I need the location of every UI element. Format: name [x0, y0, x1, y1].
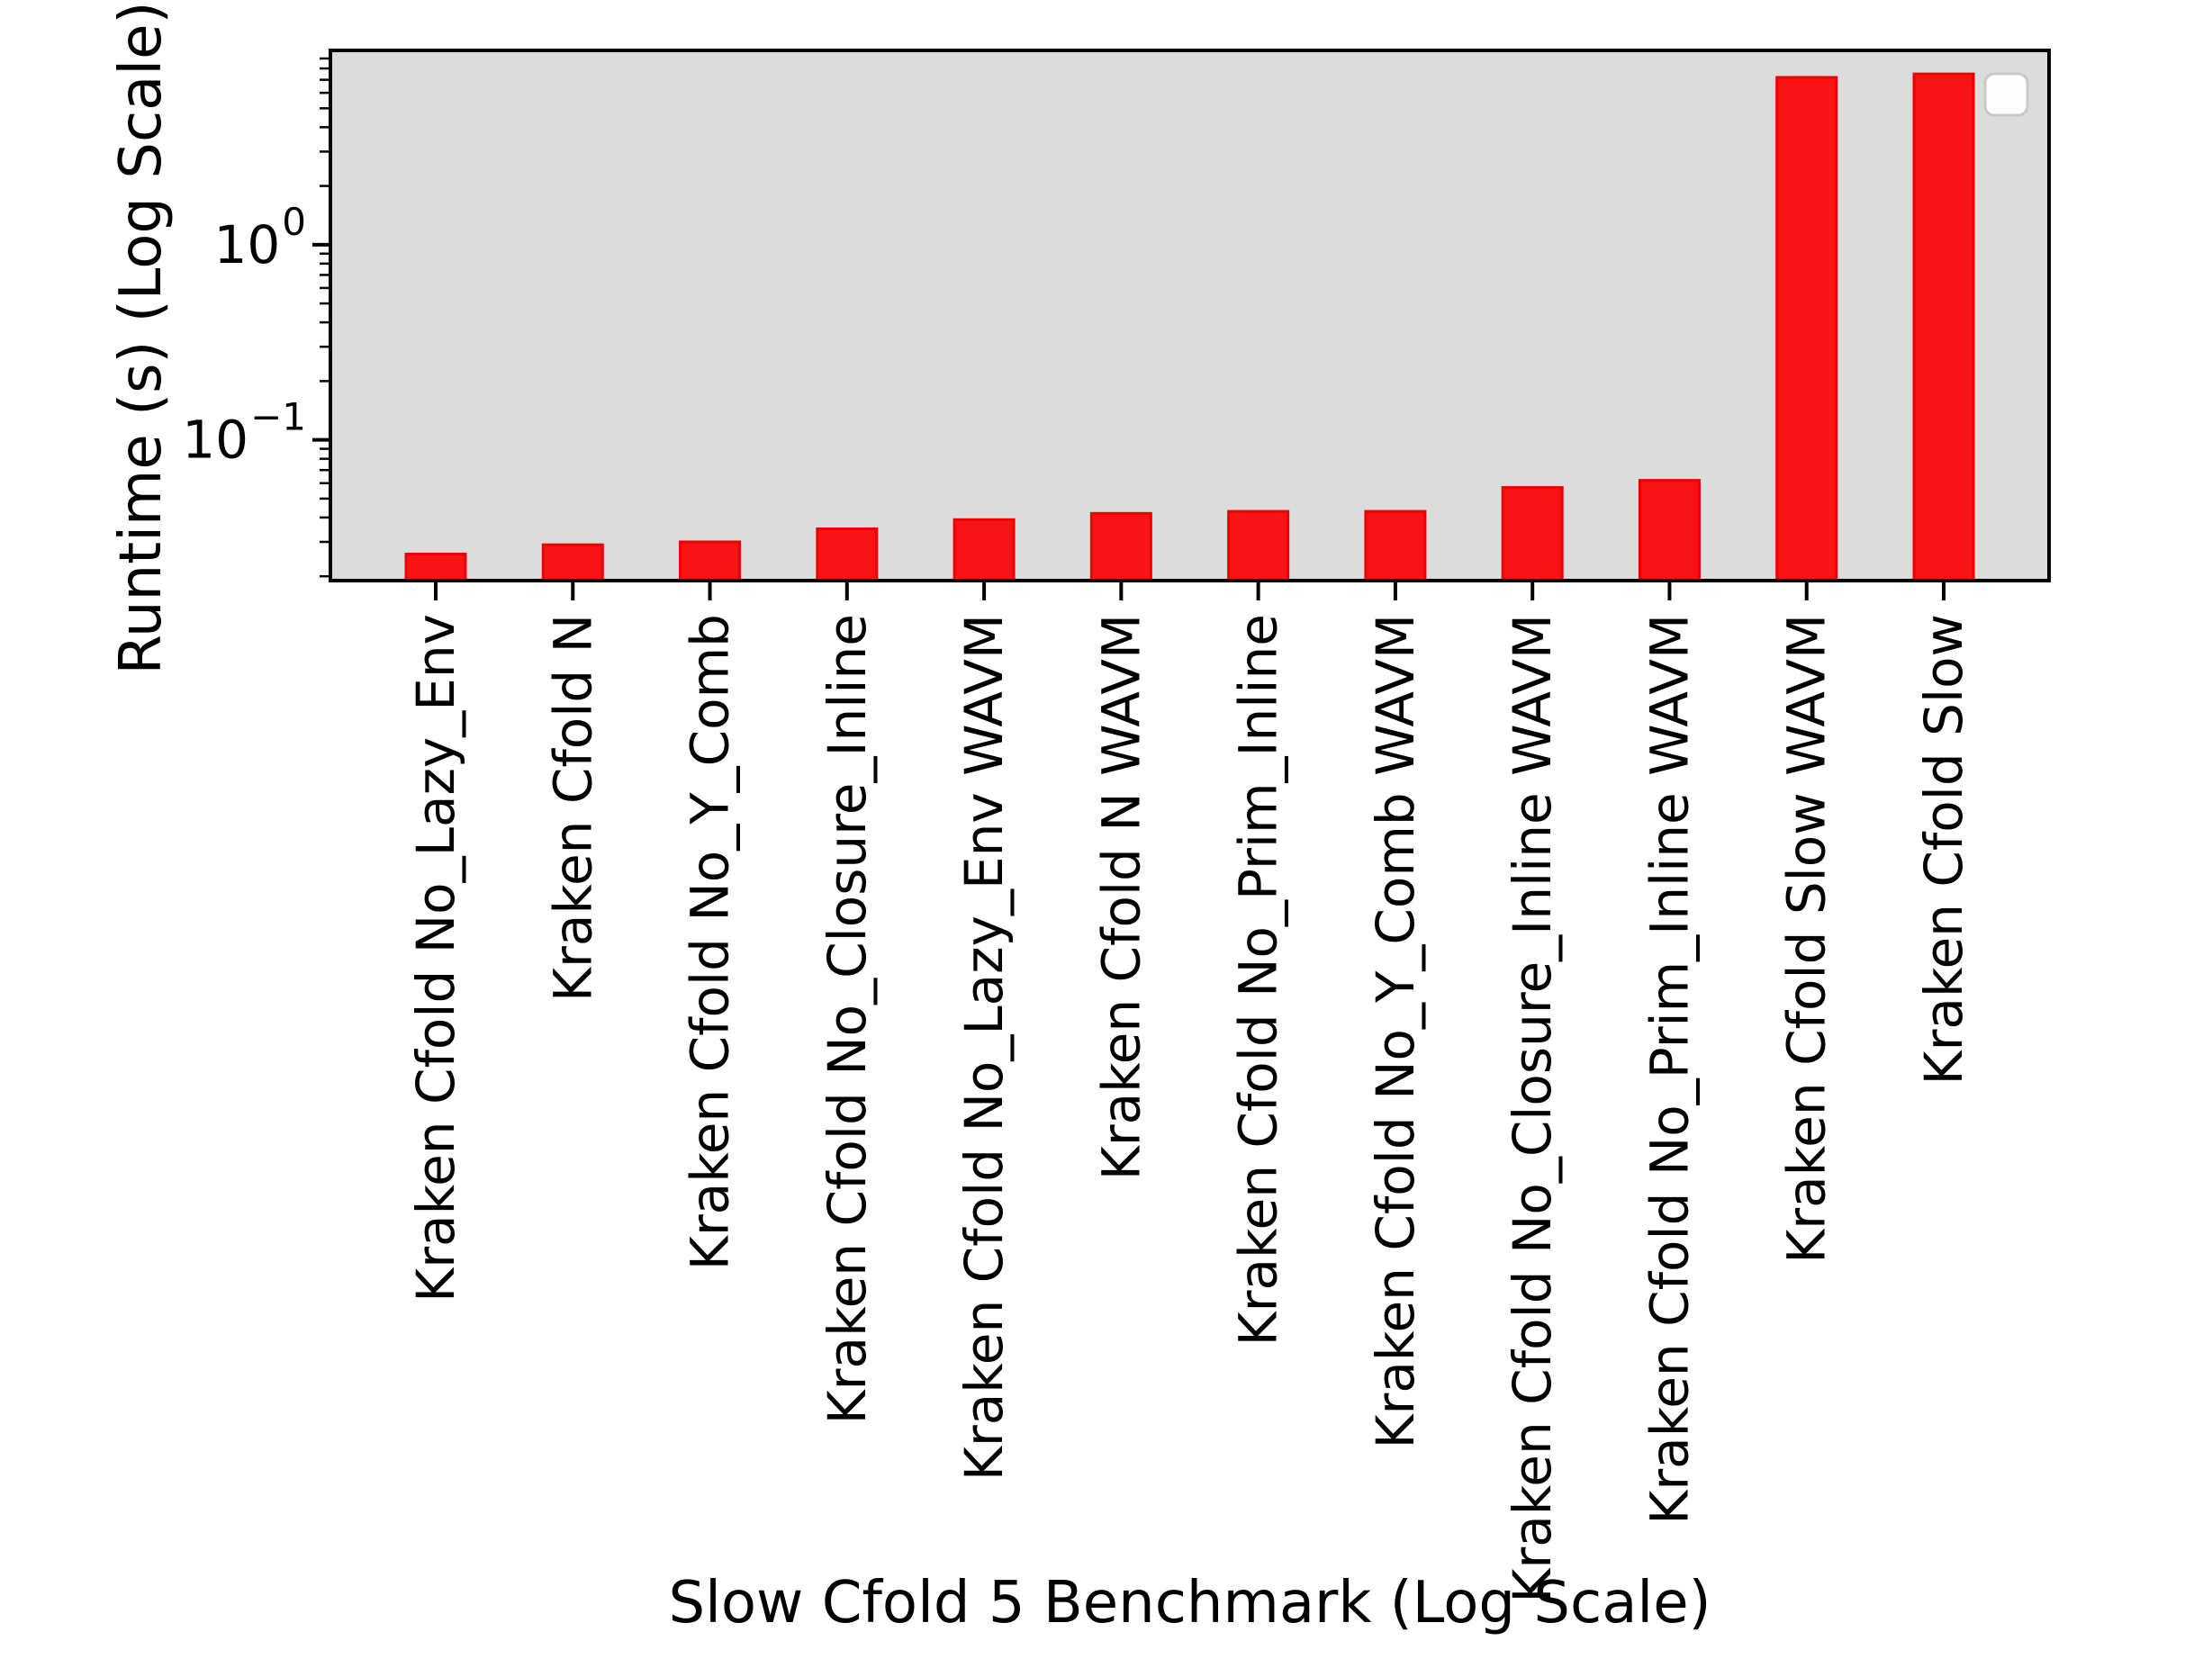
x-tick-label-4: Kraken Cfold No_Lazy_Env WAVM: [953, 614, 1015, 1481]
x-tick-label-7: Kraken Cfold No_Y_Comb WAVM: [1365, 614, 1426, 1449]
bar-7: [1364, 509, 1427, 582]
legend-box: [1983, 72, 2029, 117]
y-axis-label: Runtime (s) (Log Scale): [108, 1, 175, 674]
x-tick-label-11: Kraken Cfold Slow: [1913, 614, 1974, 1085]
x-tick-label-0: Kraken Cfold No_Lazy_Env: [405, 614, 466, 1303]
plot-area: [330, 50, 2049, 581]
bar-11: [1912, 72, 1975, 582]
y-tick-label-10e-1: 10−1: [182, 394, 306, 470]
bar-6: [1227, 509, 1290, 582]
x-tick-label-9: Kraken Cfold No_Prim_Inline WAVM: [1639, 614, 1700, 1525]
axes-frame: [329, 49, 2051, 582]
x-tick-label-1: Kraken Cfold N: [542, 614, 603, 1002]
bar-2: [679, 540, 742, 582]
x-tick-label-3: Kraken Cfold No_Closure_Inline: [817, 614, 878, 1424]
x-tick-label-2: Kraken Cfold No_Y_Comb: [680, 614, 741, 1270]
x-tick-label-10: Kraken Cfold Slow WAVM: [1776, 614, 1837, 1264]
x-tick-label-8: Kraken Cfold No_Closure_Inline WAVM: [1502, 614, 1563, 1603]
x-axis-label: Slow Cfold 5 Benchmark (Log Scale): [668, 1570, 1711, 1636]
bar-0: [404, 552, 467, 582]
bar-1: [541, 543, 604, 582]
bar-10: [1775, 76, 1838, 582]
bar-4: [953, 518, 1016, 582]
bar-5: [1089, 511, 1152, 582]
x-tick-label-5: Kraken Cfold N WAVM: [1090, 614, 1151, 1180]
bar-8: [1501, 486, 1564, 582]
y-tick-label-10e0: 100: [213, 199, 306, 275]
x-tick-label-6: Kraken Cfold No_Prim_Inline: [1228, 614, 1289, 1346]
bar-9: [1638, 479, 1701, 582]
bar-3: [816, 527, 879, 582]
